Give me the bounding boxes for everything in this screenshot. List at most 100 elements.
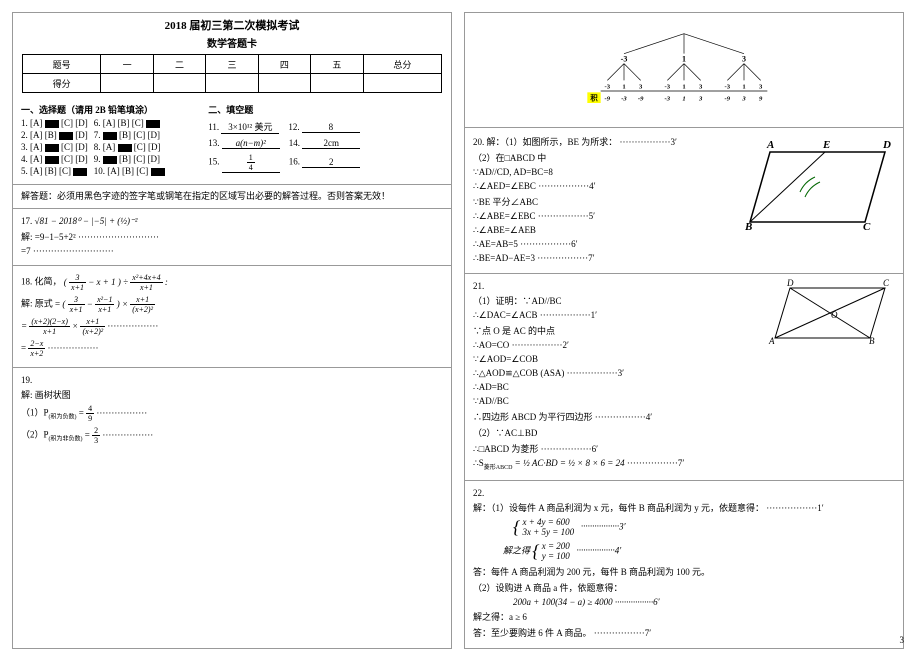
mc-item: 5. [A] [B] [C] (21, 166, 88, 176)
mc-item: 2. [A] [B] [D] (21, 130, 88, 140)
cell (363, 74, 442, 93)
filled-bubble-icon (146, 120, 160, 128)
q20-lines: 20. 解：（1）如图所示，BE 为所求： 3′ （2）在□ABCD 中 ∵AD… (473, 132, 737, 267)
tree-svg-icon: -3 1 3 -313 -313 -313 积 -9-3-9 (584, 17, 784, 117)
fraction: 4 9 (86, 404, 94, 423)
svg-text:9: 9 (759, 95, 763, 102)
filled-bubble-icon (151, 168, 165, 176)
svg-text:1: 1 (682, 95, 685, 102)
step: 解: 画树状图 (21, 388, 443, 401)
svg-text:-9: -9 (638, 95, 644, 102)
step: （1）P(积为负数) = 4 9 (21, 404, 443, 423)
svg-text:-9: -9 (605, 95, 611, 102)
svg-text:-3: -3 (605, 83, 611, 90)
q18: 18. 化简， ( 3x+1 − x + 1 ) ÷ x²+4x+4x+1 : … (13, 265, 451, 367)
mc-item: 10. [A] [B] [C] (94, 166, 165, 176)
tree-diagram: -3 1 3 -313 -313 -313 积 -9-3-9 (465, 13, 903, 127)
filled-bubble-icon (103, 156, 117, 164)
svg-text:3: 3 (741, 95, 746, 102)
equation-system: 解之得 { x = 200 y = 100 4′ (473, 541, 895, 562)
svg-text:-3: -3 (725, 83, 731, 90)
cell: 二 (153, 55, 205, 74)
q22: 22. 解：（1）设每件 A 商品利润为 x 元，每件 B 商品利润为 y 元，… (465, 480, 903, 648)
svg-text:D: D (786, 278, 794, 288)
q-num: 19. (21, 375, 443, 385)
filled-bubble-icon (45, 144, 59, 152)
svg-text:3: 3 (759, 83, 763, 90)
svg-text:C: C (883, 278, 890, 288)
mc-item: 1. [A] [C] [D] (21, 118, 88, 128)
left-column: 2018 届初三第二次模拟考试 数学答题卡 题号 一 二 三 四 五 总分 得分 (12, 12, 452, 649)
filled-bubble-icon (45, 156, 59, 164)
label: 12. (288, 122, 299, 132)
answer: 2 (302, 157, 360, 168)
mc-item: 8. [A] [C] [D] (94, 142, 165, 152)
fill-block: 二、填空题 11. 3×10¹² 美元 12. 8 13. a(n−m)² 14… (208, 103, 443, 178)
cell: 五 (311, 55, 363, 74)
svg-text:1: 1 (682, 55, 686, 64)
filled-bubble-icon (45, 120, 59, 128)
answer: 1 4 (222, 153, 280, 173)
mc-item: 6. [A] [B] [C] (94, 118, 165, 128)
mc-item: 4. [A] [C] [D] (21, 154, 88, 164)
step: = 2−x x+2 (21, 339, 443, 358)
mc-item: 9. [B] [C] [D] (94, 154, 165, 164)
dots-icon (96, 408, 147, 418)
svg-text:A: A (766, 139, 774, 151)
svg-text:O: O (831, 310, 838, 320)
step: 解: =9−1−5+2² (21, 230, 443, 243)
svg-text:B: B (869, 336, 875, 346)
parallelogram-figure-icon: A E D B C (745, 132, 895, 267)
svg-text:B: B (745, 221, 752, 232)
q17: 17. √81 − 2018⁰ − |−5| + (½)⁻² 解: =9−1−5… (13, 208, 451, 265)
svg-text:-3: -3 (665, 95, 671, 102)
note-text: 解答题：必须用黑色字迹的签字笔或钢笔在指定的区域写出必要的解答过程。否则答案无效… (21, 191, 390, 201)
dots-icon (78, 232, 159, 242)
label: 13. (208, 138, 219, 148)
equation-system: { x + 4y = 600 3x + 5y = 100 3′ (473, 517, 895, 538)
svg-text:E: E (822, 139, 830, 151)
mc-item: 3. [A] [C] [D] (21, 142, 88, 152)
right-column: -3 1 3 -3 1 3 -3 1 3 -3 1 3 积 -9 -3 -9 (464, 12, 904, 649)
step: = (x+2)(2−x)x+1 × x+1(x+2)² (21, 317, 443, 336)
filled-bubble-icon (73, 168, 87, 176)
fraction: 1 4 (247, 153, 255, 172)
score-table: 题号 一 二 三 四 五 总分 得分 (22, 54, 442, 93)
cell: 四 (258, 55, 310, 74)
svg-text:3: 3 (742, 55, 746, 64)
rhombus-figure-icon: D C A B O (765, 278, 895, 474)
page-number: 3 (900, 635, 905, 645)
cell: 三 (206, 55, 258, 74)
label: 14. (289, 138, 300, 148)
cell: 一 (101, 55, 153, 74)
step: （2）P(积为非负数) = 2 3 (21, 426, 443, 445)
svg-text:-3: -3 (621, 55, 628, 64)
answer: 3×10¹² 美元 (221, 120, 279, 134)
q20: 20. 解：（1）如图所示，BE 为所求： 3′ （2）在□ABCD 中 ∵AD… (465, 127, 903, 273)
answer: a(n−m)² (222, 138, 280, 149)
cell (311, 74, 363, 93)
label: 11. (208, 122, 219, 132)
dots-icon (33, 246, 114, 256)
label: 16. (289, 157, 300, 167)
svg-text:1: 1 (682, 83, 685, 90)
table-row: 题号 一 二 三 四 五 总分 (22, 55, 441, 74)
cell: 得分 (22, 74, 101, 93)
step: =7 (21, 246, 443, 256)
svg-text:-3: -3 (621, 95, 627, 102)
cell (153, 74, 205, 93)
expr: √81 − 2018⁰ − |−5| + (½)⁻² (35, 216, 138, 226)
dots-icon (102, 430, 153, 440)
label: 15. (208, 157, 219, 167)
filled-bubble-icon (103, 132, 117, 140)
q21-lines: 21. （1）证明：∵AD//BC ∴∠DAC=∠ACB 1′ ∵点 O 是 A… (473, 278, 757, 474)
dots-icon (107, 321, 158, 331)
dots-icon (48, 343, 99, 353)
svg-text:1: 1 (622, 83, 625, 90)
q-num: 17. √81 − 2018⁰ − |−5| + (½)⁻² (21, 216, 443, 227)
mc-heading: 一、选择题（请用 2B 铅笔填涂） (21, 103, 198, 116)
product-label: 积 (590, 93, 598, 102)
cell (101, 74, 153, 93)
cell: 总分 (363, 55, 442, 74)
filled-bubble-icon (118, 144, 132, 152)
